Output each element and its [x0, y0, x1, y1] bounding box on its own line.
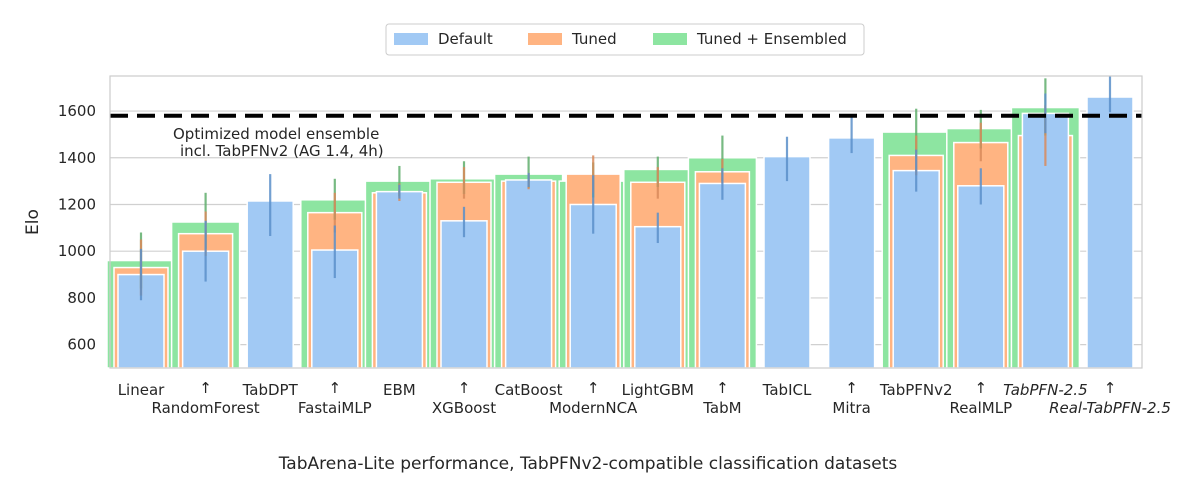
- chart-legend: Default Tuned Tuned + Ensembled: [385, 23, 865, 56]
- x-tick-label: TabPFNv2: [879, 381, 953, 399]
- x-tick-label: RandomForest: [152, 399, 260, 417]
- x-tick-arrow: ↑: [329, 379, 342, 397]
- bar-default: [504, 179, 553, 369]
- x-tick-label: LightGBM: [622, 381, 694, 399]
- y-tick-label: 1200: [58, 195, 96, 213]
- legend-label-tuned-ensembled: Tuned + Ensembled: [696, 30, 847, 48]
- x-tick-label: Real-TabPFN-2.5: [1049, 399, 1171, 417]
- x-tick-label: EBM: [383, 381, 416, 399]
- bar-default: [892, 169, 940, 369]
- legend-swatch-tuned-ensembled: [653, 33, 687, 45]
- x-tick-label: TabICL: [762, 381, 812, 399]
- bar-default: [698, 182, 747, 369]
- x-tick-arrow: ↑: [587, 379, 600, 397]
- x-tick-arrow: ↑: [716, 379, 729, 397]
- y-tick-label: 1600: [58, 102, 96, 120]
- x-tick-arrow: ↑: [1104, 379, 1117, 397]
- x-tick-label: FastaiMLP: [298, 399, 372, 417]
- x-tick-label: TabM: [702, 399, 741, 417]
- y-axis-label: Elo: [23, 209, 43, 235]
- reference-line-label-1: Optimized model ensemble: [173, 125, 379, 143]
- x-tick-label: TabDPT: [242, 381, 299, 399]
- bar-default: [440, 220, 488, 369]
- y-tick-label: 600: [67, 336, 96, 354]
- x-tick-arrow: ↑: [845, 379, 858, 397]
- bar-default: [634, 225, 682, 369]
- x-tick-label: Linear: [118, 381, 165, 399]
- x-tick-label: TabPFN-2.5: [1003, 381, 1087, 399]
- x-tick-label: RealMLP: [949, 399, 1012, 417]
- bar-default: [763, 155, 811, 369]
- y-tick-label: 1000: [58, 242, 96, 260]
- error-bars: [139, 76, 1112, 301]
- y-axis-ticks: 600 800 1000 1200 1400 1600: [58, 102, 96, 354]
- x-tick-arrow: ↑: [458, 379, 471, 397]
- x-tick-label: ModernNCA: [549, 399, 638, 417]
- x-axis-label: TabArena-Lite performance, TabPFNv2-comp…: [278, 454, 898, 474]
- x-tick-arrow: ↑: [975, 379, 988, 397]
- bar-default: [1086, 96, 1134, 369]
- legend-label-tuned: Tuned: [571, 30, 617, 48]
- legend-swatch-tuned: [528, 33, 562, 45]
- bar-default: [957, 185, 1005, 369]
- plot-frame: [109, 75, 1143, 369]
- bar-default: [375, 190, 424, 369]
- reference-line-label-2: incl. TabPFNv2 (AG 1.4, 4h): [180, 142, 384, 160]
- x-tick-label: Mitra: [832, 399, 870, 417]
- y-tick-label: 800: [67, 289, 96, 307]
- x-tick-arrow: ↑: [199, 379, 212, 397]
- bar-default: [827, 137, 876, 369]
- legend-frame: [385, 23, 865, 56]
- x-tick-label: CatBoost: [495, 381, 563, 399]
- legend-label-default: Default: [438, 30, 493, 48]
- y-tick-label: 1400: [58, 149, 96, 167]
- legend-swatch-default: [394, 33, 428, 45]
- x-tick-label: XGBoost: [432, 399, 496, 417]
